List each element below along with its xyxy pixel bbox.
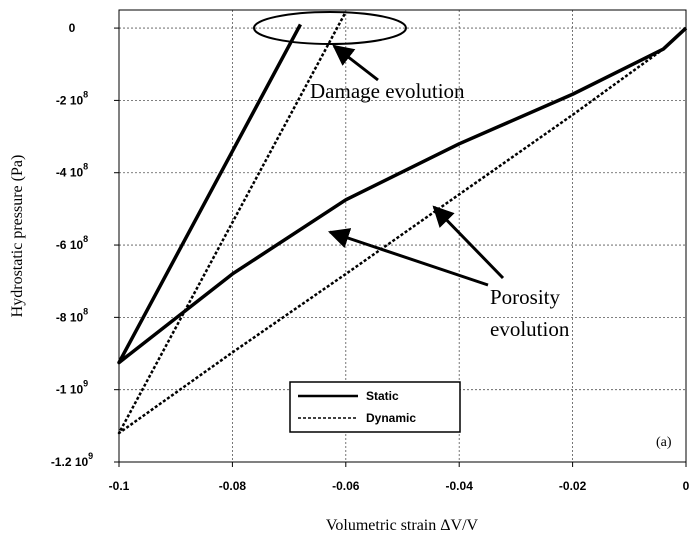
x-tick-label: 0	[683, 479, 689, 493]
annotation: (a)	[656, 435, 672, 450]
arrow	[432, 205, 505, 280]
x-tick-label: -0.04	[446, 479, 474, 493]
tick-text: -8 10	[56, 310, 84, 324]
tick-text: 0	[69, 21, 76, 35]
y-tick-label: -2 108	[56, 89, 88, 107]
tick-exponent: 8	[83, 162, 88, 172]
x-tick-label: -0.1	[109, 479, 130, 493]
arrow	[328, 228, 489, 287]
y-tick-label: 0	[69, 21, 76, 35]
x-tick-label: -0.08	[219, 479, 247, 493]
tick-text: -6 10	[56, 238, 84, 252]
x-tick-label: -0.06	[332, 479, 360, 493]
series-line	[117, 11, 687, 435]
tick-exponent: 8	[83, 89, 88, 99]
tick-text: -1.2 10	[51, 455, 89, 469]
y-tick-label: -1.2 109	[51, 451, 93, 469]
arrow	[332, 44, 379, 82]
y-tick-label: -8 108	[56, 306, 88, 324]
y-tick-label: -4 108	[56, 162, 88, 180]
damage-ellipse	[253, 11, 407, 45]
x-axis-label: Volumetric strain ΔV/V	[326, 517, 479, 534]
tick-exponent: 9	[83, 379, 88, 389]
annotation: evolution	[490, 317, 570, 341]
legend-box	[289, 381, 461, 433]
plot-frame	[118, 9, 687, 463]
lines	[117, 11, 688, 435]
tick-exponent: 8	[83, 306, 88, 316]
tick-text: -2 10	[56, 93, 84, 107]
tick-exponent: 8	[83, 234, 88, 244]
tick-text: -1 10	[56, 383, 84, 397]
y-tick-label: -1 109	[56, 379, 88, 397]
y-axis-label: Hydrostatic pressure (Pa)	[9, 155, 26, 318]
x-tick-label: -0.02	[559, 479, 587, 493]
tick-text: -4 10	[56, 166, 84, 180]
y-tick-label: -6 108	[56, 234, 88, 252]
legend: Static Dynamic	[289, 381, 461, 433]
legend-label: Static	[366, 389, 399, 403]
annotation: Porosity	[490, 285, 561, 309]
legend-label: Dynamic	[366, 411, 416, 425]
series-line	[117, 23, 688, 365]
annotation: Damage evolution	[310, 79, 465, 103]
tick-exponent: 9	[88, 451, 93, 461]
